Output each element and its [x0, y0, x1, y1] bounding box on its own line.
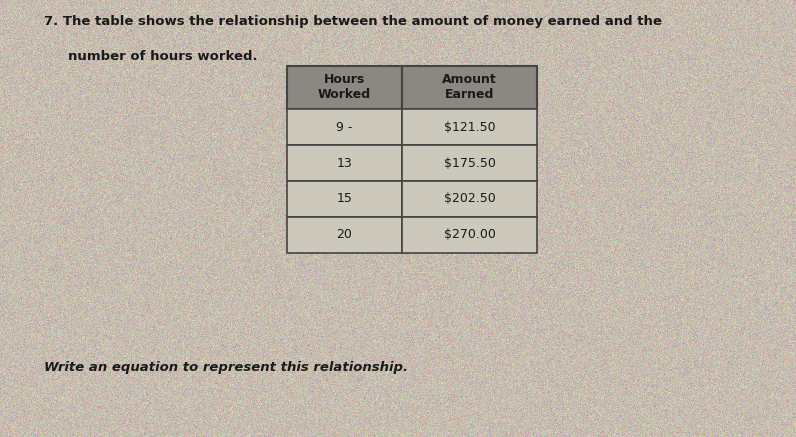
FancyBboxPatch shape [287, 145, 402, 181]
Text: $270.00: $270.00 [443, 228, 496, 241]
FancyBboxPatch shape [402, 181, 537, 217]
FancyBboxPatch shape [287, 66, 402, 109]
FancyBboxPatch shape [287, 109, 402, 145]
FancyBboxPatch shape [402, 145, 537, 181]
FancyBboxPatch shape [287, 181, 402, 217]
FancyBboxPatch shape [287, 217, 402, 253]
Text: number of hours worked.: number of hours worked. [68, 50, 257, 63]
Text: 7. The table shows the relationship between the amount of money earned and the: 7. The table shows the relationship betw… [44, 15, 661, 28]
FancyBboxPatch shape [402, 217, 537, 253]
Text: Hours
Worked: Hours Worked [318, 73, 371, 101]
Text: 20: 20 [337, 228, 352, 241]
FancyBboxPatch shape [402, 109, 537, 145]
Text: 9 -: 9 - [336, 121, 353, 134]
Text: $121.50: $121.50 [444, 121, 495, 134]
FancyBboxPatch shape [402, 66, 537, 109]
Text: Amount
Earned: Amount Earned [443, 73, 497, 101]
Text: $202.50: $202.50 [443, 192, 496, 205]
Text: Write an equation to represent this relationship.: Write an equation to represent this rela… [44, 361, 408, 374]
Text: 15: 15 [337, 192, 352, 205]
Text: $175.50: $175.50 [443, 156, 496, 170]
Text: 13: 13 [337, 156, 352, 170]
